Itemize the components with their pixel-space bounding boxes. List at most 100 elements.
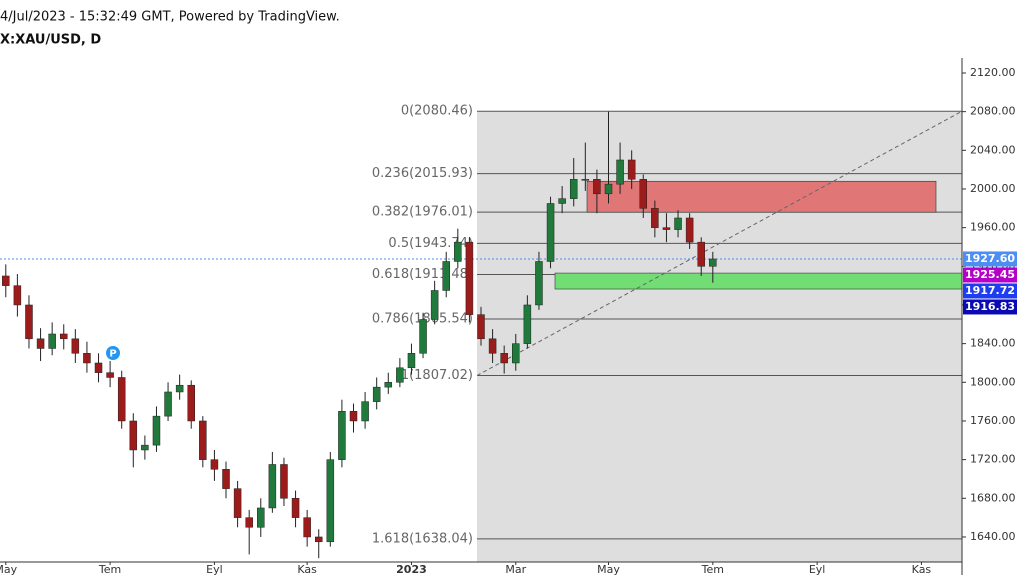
candle-body — [2, 275, 10, 286]
y-tick-label: 1840.00 — [970, 337, 1016, 350]
price-badge-label: 1917.72 — [965, 284, 1015, 297]
background — [476, 110, 963, 563]
zone — [554, 272, 963, 290]
candle-body — [175, 384, 184, 393]
candle-body — [36, 338, 45, 349]
candle-body — [500, 353, 508, 364]
candle-body — [558, 198, 566, 204]
price-badge — [963, 283, 1017, 299]
fib-label: 1.618(1638.04) — [372, 531, 473, 546]
y-tick-label: 2120.00 — [970, 66, 1016, 79]
candle-body — [465, 241, 474, 315]
candle-body — [233, 488, 242, 518]
candle-body — [13, 285, 22, 306]
fib-label: 0.236(2015.93) — [372, 166, 473, 181]
candle-body — [569, 179, 578, 199]
candle-body — [48, 333, 56, 349]
y-tick-label: 2000.00 — [970, 182, 1016, 195]
candle-body — [709, 258, 717, 267]
price-badge — [963, 267, 1017, 283]
header: 4/Jul/2023 - 15:32:49 GMT, Powered by Tr… — [0, 10, 340, 25]
price-badge-label: 1916.83 — [965, 300, 1015, 313]
candle-body — [117, 377, 126, 422]
fib-label: 0.618(1911.48) — [372, 267, 473, 282]
x-tick-label: Eyl — [206, 563, 223, 575]
candle-body — [83, 353, 91, 364]
candle-body — [349, 411, 358, 422]
x-tick-label: May — [0, 563, 18, 575]
candle-body — [674, 217, 682, 230]
candle-body — [222, 469, 230, 489]
candle-body — [639, 179, 648, 209]
candle-body — [488, 338, 497, 354]
candle-body — [326, 459, 335, 543]
y-tick-label: 2080.00 — [970, 105, 1016, 118]
candle-body — [419, 319, 427, 354]
fib-label: 0.382(1976.01) — [372, 205, 473, 220]
marker — [105, 345, 121, 361]
x-tick-label: Mar — [505, 563, 526, 575]
candle-body — [430, 290, 439, 320]
fib-label: 1(1807.02) — [401, 368, 473, 383]
y-tick-label: 1720.00 — [970, 453, 1016, 466]
x-tick-label: Kas — [912, 563, 932, 575]
fib-label: 0.786(1865.54) — [372, 311, 473, 326]
y-tick-label: 1640.00 — [970, 530, 1016, 543]
x-tick-label: Tem — [701, 563, 724, 575]
symbol: X:XAU/USD, D — [0, 33, 101, 48]
candle-body — [164, 391, 172, 417]
candle-body — [535, 261, 543, 306]
candle-body — [141, 444, 149, 451]
candle-body — [372, 386, 381, 402]
candle-body — [129, 420, 138, 451]
price-badge-label: 1927.60 — [965, 252, 1015, 265]
candle-body — [407, 353, 416, 369]
candle-body — [442, 261, 450, 291]
candle-body — [187, 384, 195, 422]
candle-body — [593, 179, 601, 195]
candle-body — [25, 304, 33, 340]
candle-body — [268, 464, 277, 509]
price-badge-label: 1925.45 — [965, 268, 1015, 281]
candle-body — [245, 517, 253, 528]
price-badge — [963, 251, 1017, 267]
candle-body — [384, 382, 393, 388]
candle-body — [697, 241, 705, 267]
candle-body — [512, 343, 520, 364]
price-badge — [963, 299, 1017, 315]
candle-body — [396, 367, 404, 383]
candle-body — [651, 208, 659, 228]
candle-body — [662, 227, 671, 230]
y-tick-label: 1760.00 — [970, 414, 1016, 427]
candle-body — [314, 536, 323, 543]
candle-body — [257, 507, 265, 528]
candle-body — [627, 159, 636, 180]
candle-body — [523, 304, 532, 344]
candle-body — [210, 459, 219, 470]
candle-body — [199, 420, 207, 460]
y-tick-label: 1960.00 — [970, 221, 1016, 234]
y-tick-label: 2040.00 — [970, 143, 1016, 156]
candle-body — [59, 333, 68, 340]
x-tick-label: 2023 — [396, 563, 427, 575]
candle-body — [338, 411, 346, 460]
candle-body — [604, 183, 613, 195]
candle-body — [303, 517, 311, 538]
y-tick-label: 1680.00 — [970, 491, 1016, 504]
candle-body — [280, 464, 288, 499]
candle-body — [581, 179, 590, 181]
fib-label: 0(2080.46) — [401, 104, 473, 119]
x-tick-label: Tem — [98, 563, 121, 575]
candle-body — [71, 338, 80, 354]
marker-label: P — [109, 349, 116, 360]
candle-body — [106, 372, 114, 378]
trend-line — [476, 110, 963, 376]
y-tick-label: 1800.00 — [970, 375, 1016, 388]
x-tick-label: May — [597, 563, 620, 575]
candle-body — [685, 217, 694, 243]
fib-label: 0.5(1943.74) — [388, 236, 473, 251]
candle-body — [152, 415, 161, 446]
candle-body — [546, 203, 555, 262]
fib-area — [477, 111, 962, 563]
zone — [586, 180, 937, 213]
